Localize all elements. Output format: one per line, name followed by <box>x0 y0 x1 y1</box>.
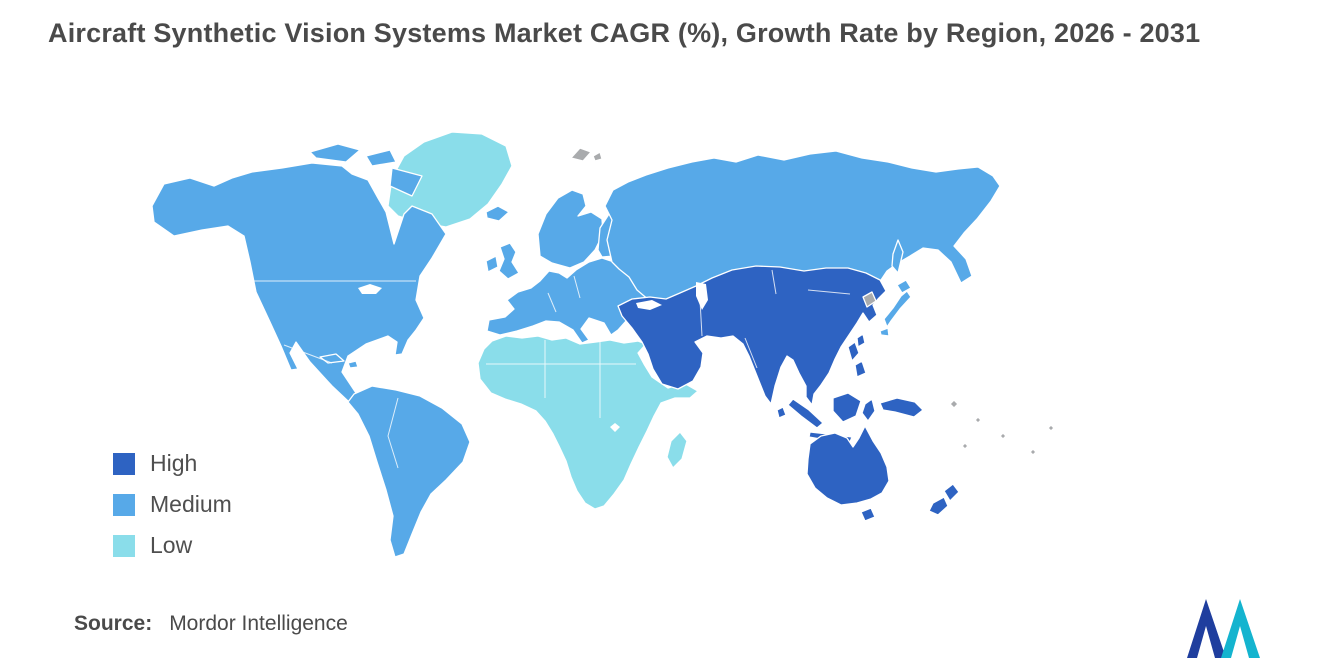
source-label: Source: <box>74 612 153 635</box>
region-south-america <box>347 385 471 558</box>
logo-right-shape <box>1221 599 1260 658</box>
region-asia-middle-east <box>617 265 887 406</box>
region-europe <box>486 257 663 344</box>
source-value: Mordor Intelligence <box>169 612 348 635</box>
region-sakhalin <box>891 239 904 274</box>
legend-swatch-high <box>113 452 135 475</box>
pacific-islands <box>949 399 1055 456</box>
region-africa <box>477 335 699 510</box>
legend: High Medium Low <box>113 450 232 559</box>
country-borders <box>250 269 851 469</box>
region-united-kingdom <box>498 242 520 280</box>
region-north-america <box>151 162 447 403</box>
legend-label-high: High <box>150 450 198 476</box>
region-new-zealand <box>928 483 960 516</box>
region-madagascar <box>666 431 688 469</box>
legend-swatch-low <box>113 534 135 557</box>
region-arctic-islands <box>309 143 423 197</box>
region-iceland <box>485 205 510 222</box>
legend-label-medium: Medium <box>150 491 232 517</box>
region-ireland <box>485 255 499 273</box>
region-north-korea <box>862 291 877 308</box>
source-line: Source: Mordor Intelligence <box>74 612 348 636</box>
region-japan <box>879 279 912 337</box>
legend-swatch-medium <box>113 493 135 516</box>
region-sri-lanka <box>776 406 787 419</box>
logo-left-shape <box>1187 599 1226 658</box>
region-svalbard <box>570 147 603 162</box>
legend-item-medium: Medium <box>113 491 232 518</box>
legend-label-low: Low <box>150 532 193 558</box>
legend-item-high: High <box>113 450 232 477</box>
page-title: Aircraft Synthetic Vision Systems Market… <box>48 18 1201 48</box>
mordor-intelligence-logo <box>1187 599 1260 658</box>
region-scandinavia <box>537 189 604 269</box>
legend-item-low: Low <box>113 532 232 559</box>
region-australia <box>806 425 890 522</box>
